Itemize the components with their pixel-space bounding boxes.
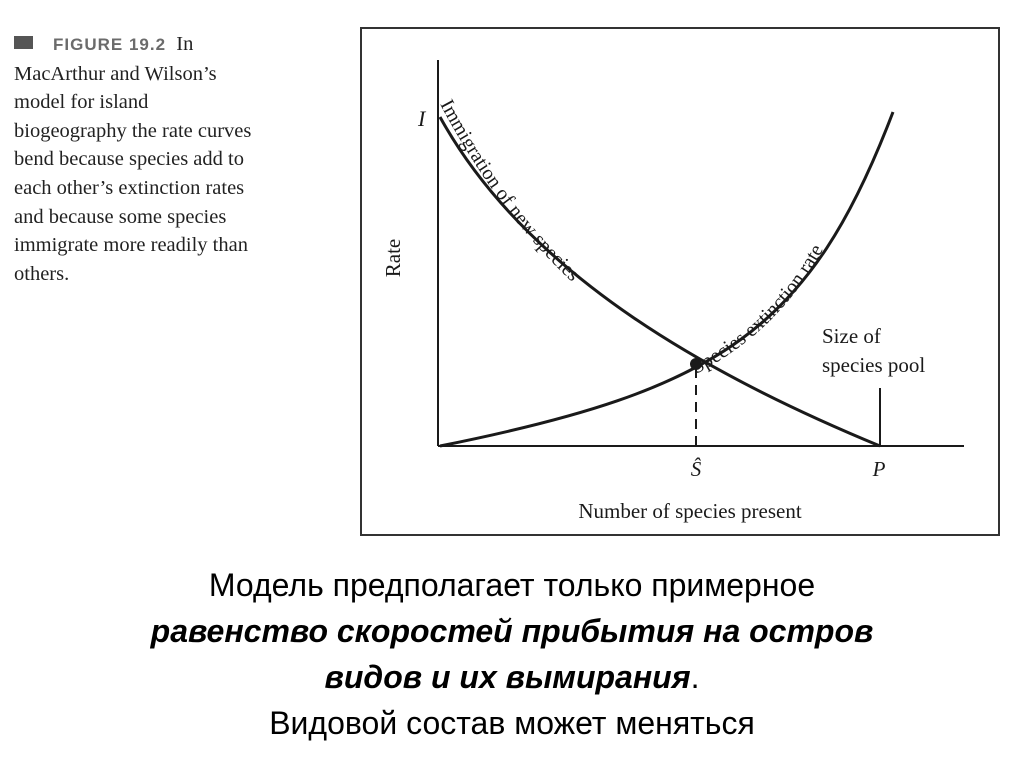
caption-line-7: immigrate more readily than	[14, 234, 248, 257]
figure-frame	[360, 27, 1000, 536]
slide-line-3-emphasis: видов и их вымирания	[324, 659, 691, 695]
slide-line-1: Модель предполагает только примерное	[208, 567, 816, 603]
immigration-curve-label-path: Immigration of new species	[436, 96, 585, 286]
x-axis-label: Number of species present	[578, 499, 802, 523]
slide-line-3: видов и их вымирания.	[0, 654, 1024, 700]
extinction-curve-label: Species extinction rate	[688, 241, 828, 379]
square-bullet-icon	[14, 36, 33, 49]
slide-line-3-suffix: .	[690, 659, 700, 695]
caption-line-8: others.	[14, 262, 70, 285]
immigration-curve-label: Immigration of new species	[436, 96, 585, 286]
y-axis-label: Rate	[381, 239, 405, 277]
equilibrium-point	[690, 358, 702, 370]
extinction-curve	[439, 111, 895, 448]
caption-line-5: each other’s extinction rates	[14, 176, 245, 199]
caption-line-4: bend because species add to	[14, 148, 244, 171]
slide-line-4: Видовой состав может меняться	[269, 705, 755, 741]
caption-first-line: FIGURE 19.2 In	[14, 30, 334, 60]
caption-line-2: model for island	[14, 91, 149, 114]
pool-annotation-line1: Size of	[822, 324, 881, 348]
caption-line-1: MacArthur and Wilson’s	[14, 62, 217, 85]
y-marker-label: I	[417, 106, 427, 131]
slide-line-2: равенство скоростей прибытия на остров	[150, 613, 874, 649]
figure-caption: FIGURE 19.2 In MacArthur and Wilson’s mo…	[14, 30, 334, 288]
immigration-curve	[438, 116, 881, 448]
slide-text: Модель предполагает только примерное рав…	[0, 562, 1024, 746]
caption-line-3: biogeography the rate curves	[14, 119, 252, 142]
extinction-curve-label-path: Species extinction rate	[688, 241, 828, 379]
pool-label: P	[872, 457, 886, 481]
figure-label: FIGURE 19.2	[53, 35, 167, 54]
caption-line-6: and because some species	[14, 205, 227, 228]
equilibrium-label: Ŝ	[691, 457, 702, 481]
pool-annotation-line2: species pool	[822, 353, 925, 377]
caption-line-0: In	[176, 33, 194, 55]
